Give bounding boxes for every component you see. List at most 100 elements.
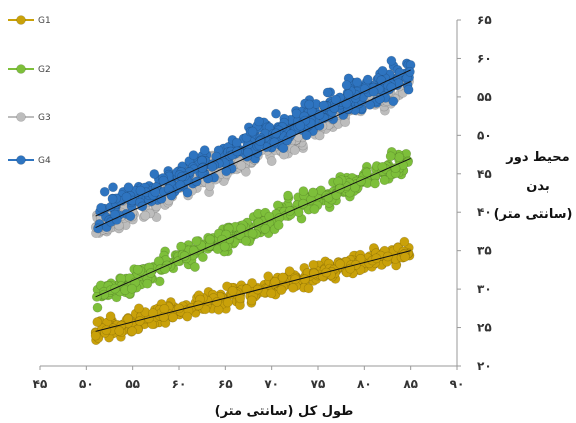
data-point xyxy=(362,74,373,85)
data-point xyxy=(394,152,405,163)
data-point xyxy=(253,116,264,127)
x-tick-label: ۷۵ xyxy=(311,377,326,391)
data-point xyxy=(269,137,280,148)
legend-label-g3: G3 xyxy=(38,113,51,123)
data-point xyxy=(205,234,215,245)
data-point xyxy=(140,210,151,221)
y-tick-label: ۲۵ xyxy=(477,321,492,335)
legend-label-g2: G2 xyxy=(38,65,51,75)
data-point xyxy=(394,67,405,78)
data-point xyxy=(273,220,284,230)
y-tick-label: ۳۵ xyxy=(477,244,492,258)
data-point xyxy=(379,175,390,186)
data-point xyxy=(260,223,271,234)
x-tick-label: ۸۰ xyxy=(357,377,372,391)
data-point xyxy=(219,241,230,252)
x-tick-label: ۹۰ xyxy=(450,377,465,391)
y-tick-label: ۵۰ xyxy=(477,128,492,142)
data-point xyxy=(182,311,193,322)
data-point xyxy=(93,223,103,234)
trendline-g1 xyxy=(95,250,411,332)
data-point xyxy=(288,282,298,293)
data-point xyxy=(246,295,257,306)
data-point xyxy=(283,190,293,201)
data-point xyxy=(284,266,295,276)
data-point xyxy=(308,187,318,198)
data-point xyxy=(270,276,280,287)
data-point xyxy=(105,311,116,322)
data-point xyxy=(266,288,277,299)
y-tick-label: ۶۵ xyxy=(477,13,492,27)
y-tick-label: ۳۰ xyxy=(477,282,492,296)
trendlines-layer xyxy=(95,69,411,332)
data-point xyxy=(240,166,251,177)
y-tick-label: ۵۵ xyxy=(477,90,492,104)
data-point xyxy=(299,274,310,285)
data-point xyxy=(158,175,169,186)
data-point xyxy=(92,317,103,327)
data-point xyxy=(314,130,325,141)
data-point xyxy=(388,96,399,107)
data-point xyxy=(399,236,410,247)
data-point xyxy=(101,325,112,335)
y-tick-label: ۲۰ xyxy=(477,359,492,373)
data-point xyxy=(108,182,118,193)
data-point xyxy=(241,284,252,294)
x-tick-label: ۵۰ xyxy=(79,377,94,391)
data-point xyxy=(247,126,258,137)
data-point xyxy=(399,251,410,262)
data-point xyxy=(314,109,325,120)
data-point xyxy=(266,156,277,166)
legend-marker-g1 xyxy=(16,15,26,25)
data-point xyxy=(240,236,251,246)
data-point xyxy=(132,264,143,275)
data-point xyxy=(289,145,300,156)
data-point xyxy=(235,293,246,304)
data-point xyxy=(247,278,257,288)
data-point xyxy=(286,129,297,140)
data-point xyxy=(126,283,137,294)
y-tick-label: ۴۵ xyxy=(477,167,492,181)
data-point xyxy=(176,241,186,252)
data-point xyxy=(271,128,281,139)
data-point xyxy=(123,182,134,193)
data-point xyxy=(301,130,312,141)
x-tick-label: ۶۰ xyxy=(172,377,187,391)
data-point xyxy=(147,308,158,318)
data-point xyxy=(197,252,208,263)
data-point xyxy=(335,259,345,269)
data-point xyxy=(303,283,314,294)
series-g4-points xyxy=(93,55,416,234)
series-g2-points xyxy=(91,146,413,313)
data-point xyxy=(191,236,202,246)
data-point xyxy=(168,312,178,323)
y-axis-title-line-2: بدن xyxy=(526,179,550,194)
data-point xyxy=(174,303,184,314)
data-point xyxy=(236,160,247,171)
data-point xyxy=(329,103,340,113)
trendline-g2 xyxy=(95,157,411,298)
legend-marker-g4 xyxy=(16,155,26,165)
x-tick-label: ۶۵ xyxy=(218,377,233,391)
data-point xyxy=(377,161,388,172)
data-point xyxy=(341,80,352,90)
data-point xyxy=(276,285,287,295)
data-point xyxy=(278,143,289,153)
data-point xyxy=(127,326,138,337)
data-point xyxy=(114,325,125,336)
data-point xyxy=(199,145,210,155)
legend-marker-g2 xyxy=(16,64,26,74)
data-point xyxy=(263,271,274,282)
x-axis-title: طول کل (سانتی متر) xyxy=(215,404,354,419)
data-point xyxy=(377,65,388,76)
data-point xyxy=(110,209,120,220)
data-point xyxy=(142,278,153,289)
data-point xyxy=(159,303,170,314)
data-point xyxy=(271,108,281,119)
legend-label-g1: G1 xyxy=(38,16,51,26)
data-point xyxy=(322,87,333,98)
data-point xyxy=(190,262,200,272)
data-point xyxy=(264,211,275,222)
data-point xyxy=(92,302,103,313)
